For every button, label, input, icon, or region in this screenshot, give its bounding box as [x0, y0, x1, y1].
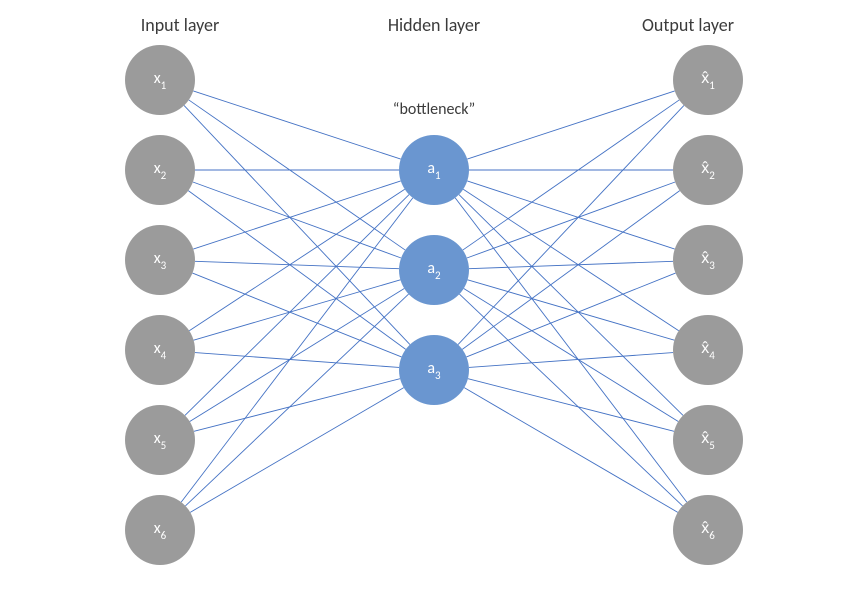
hidden-node-1: a1: [399, 135, 469, 205]
edge: [194, 379, 400, 432]
edge: [189, 189, 405, 331]
node-label-subscript: 6: [709, 529, 715, 542]
node-label-subscript: 3: [435, 369, 441, 382]
edge: [455, 198, 687, 502]
node-label-base: x̂: [701, 69, 709, 88]
output-node-5-label: x̂5: [701, 431, 715, 449]
edge: [185, 195, 409, 416]
title-hidden-layer: Hidden layer: [388, 14, 480, 36]
input-node-4-label: x4: [154, 341, 167, 359]
hidden-node-1-label: a1: [427, 161, 440, 179]
output-node-4-label: x̂4: [701, 341, 715, 359]
title-input-layer: Input layer: [141, 14, 220, 36]
edge: [194, 280, 401, 340]
node-label-base: x̂: [701, 429, 709, 448]
node-label-subscript: 1: [435, 169, 441, 182]
hidden-node-2-label: a2: [427, 261, 440, 279]
input-node-4: x4: [125, 315, 195, 385]
node-label-base: x̂: [701, 339, 709, 358]
node-label-base: a: [427, 159, 435, 178]
output-node-1: x̂1: [673, 45, 743, 115]
edge: [193, 181, 401, 249]
edge: [189, 100, 405, 250]
node-label-subscript: 2: [161, 169, 167, 182]
node-label-subscript: 5: [709, 439, 715, 452]
diagram-stage: Input layer Hidden layer Output layer “b…: [0, 0, 868, 601]
edge: [462, 191, 679, 350]
output-node-5: x̂5: [673, 405, 743, 475]
input-node-3-label: x3: [154, 251, 167, 269]
node-label-base: x: [154, 249, 161, 268]
output-node-1-label: x̂1: [701, 71, 715, 89]
output-node-4: x̂4: [673, 315, 743, 385]
node-label-subscript: 1: [709, 79, 715, 92]
hidden-node-3: a3: [399, 335, 469, 405]
edge: [190, 388, 404, 513]
input-node-5-label: x5: [154, 431, 167, 449]
node-label-subscript: 3: [161, 259, 167, 272]
edge: [458, 105, 684, 344]
hidden-node-2: a2: [399, 235, 469, 305]
node-label-base: a: [427, 259, 435, 278]
node-label-base: x: [154, 519, 161, 538]
input-node-3: x3: [125, 225, 195, 295]
node-label-subscript: 4: [161, 349, 167, 362]
edge: [464, 388, 678, 513]
input-node-6: x6: [125, 495, 195, 565]
edge: [459, 294, 682, 506]
edge: [464, 288, 679, 421]
edge: [190, 288, 405, 421]
edge: [188, 191, 405, 350]
node-label-subscript: 2: [709, 169, 715, 182]
edge: [467, 91, 675, 159]
edge: [195, 261, 399, 268]
node-label-subscript: 4: [709, 349, 715, 362]
output-node-3: x̂3: [673, 225, 743, 295]
input-node-5: x5: [125, 405, 195, 475]
edge: [467, 181, 675, 249]
edge: [469, 353, 673, 368]
node-label-subscript: 1: [161, 79, 167, 92]
input-node-6-label: x6: [154, 521, 167, 539]
output-node-3-label: x̂3: [701, 251, 715, 269]
edge: [468, 280, 675, 340]
edge: [466, 273, 675, 357]
edge: [467, 182, 675, 258]
edge: [463, 100, 679, 250]
node-label-subscript: 5: [161, 439, 167, 452]
node-label-base: x̂: [701, 249, 709, 268]
node-label-subscript: 6: [161, 529, 167, 542]
output-node-6-label: x̂6: [701, 521, 715, 539]
input-node-1: x1: [125, 45, 195, 115]
node-label-base: x: [154, 69, 161, 88]
input-node-1-label: x1: [154, 71, 167, 89]
edge: [469, 261, 673, 268]
node-label-subscript: 3: [709, 259, 715, 272]
hidden-node-3-label: a3: [427, 361, 440, 379]
edge: [192, 273, 401, 357]
annotation-bottleneck: “bottleneck”: [393, 100, 475, 119]
node-label-base: x̂: [701, 159, 709, 178]
edge: [468, 379, 674, 432]
edge: [184, 105, 410, 344]
node-label-base: x: [154, 159, 161, 178]
edge: [185, 294, 408, 506]
node-label-base: x̂: [701, 519, 709, 538]
output-node-2-label: x̂2: [701, 161, 715, 179]
output-node-2: x̂2: [673, 135, 743, 205]
node-label-subscript: 2: [435, 269, 441, 282]
edge: [459, 195, 683, 416]
input-node-2-label: x2: [154, 161, 167, 179]
edge: [463, 189, 679, 331]
input-node-2: x2: [125, 135, 195, 205]
node-label-base: x: [154, 339, 161, 358]
node-label-base: a: [427, 359, 435, 378]
edge: [195, 353, 399, 368]
edge: [193, 182, 401, 258]
edge: [193, 91, 401, 159]
node-label-base: x: [154, 429, 161, 448]
title-output-layer: Output layer: [642, 14, 734, 36]
edge: [181, 198, 413, 502]
output-node-6: x̂6: [673, 495, 743, 565]
